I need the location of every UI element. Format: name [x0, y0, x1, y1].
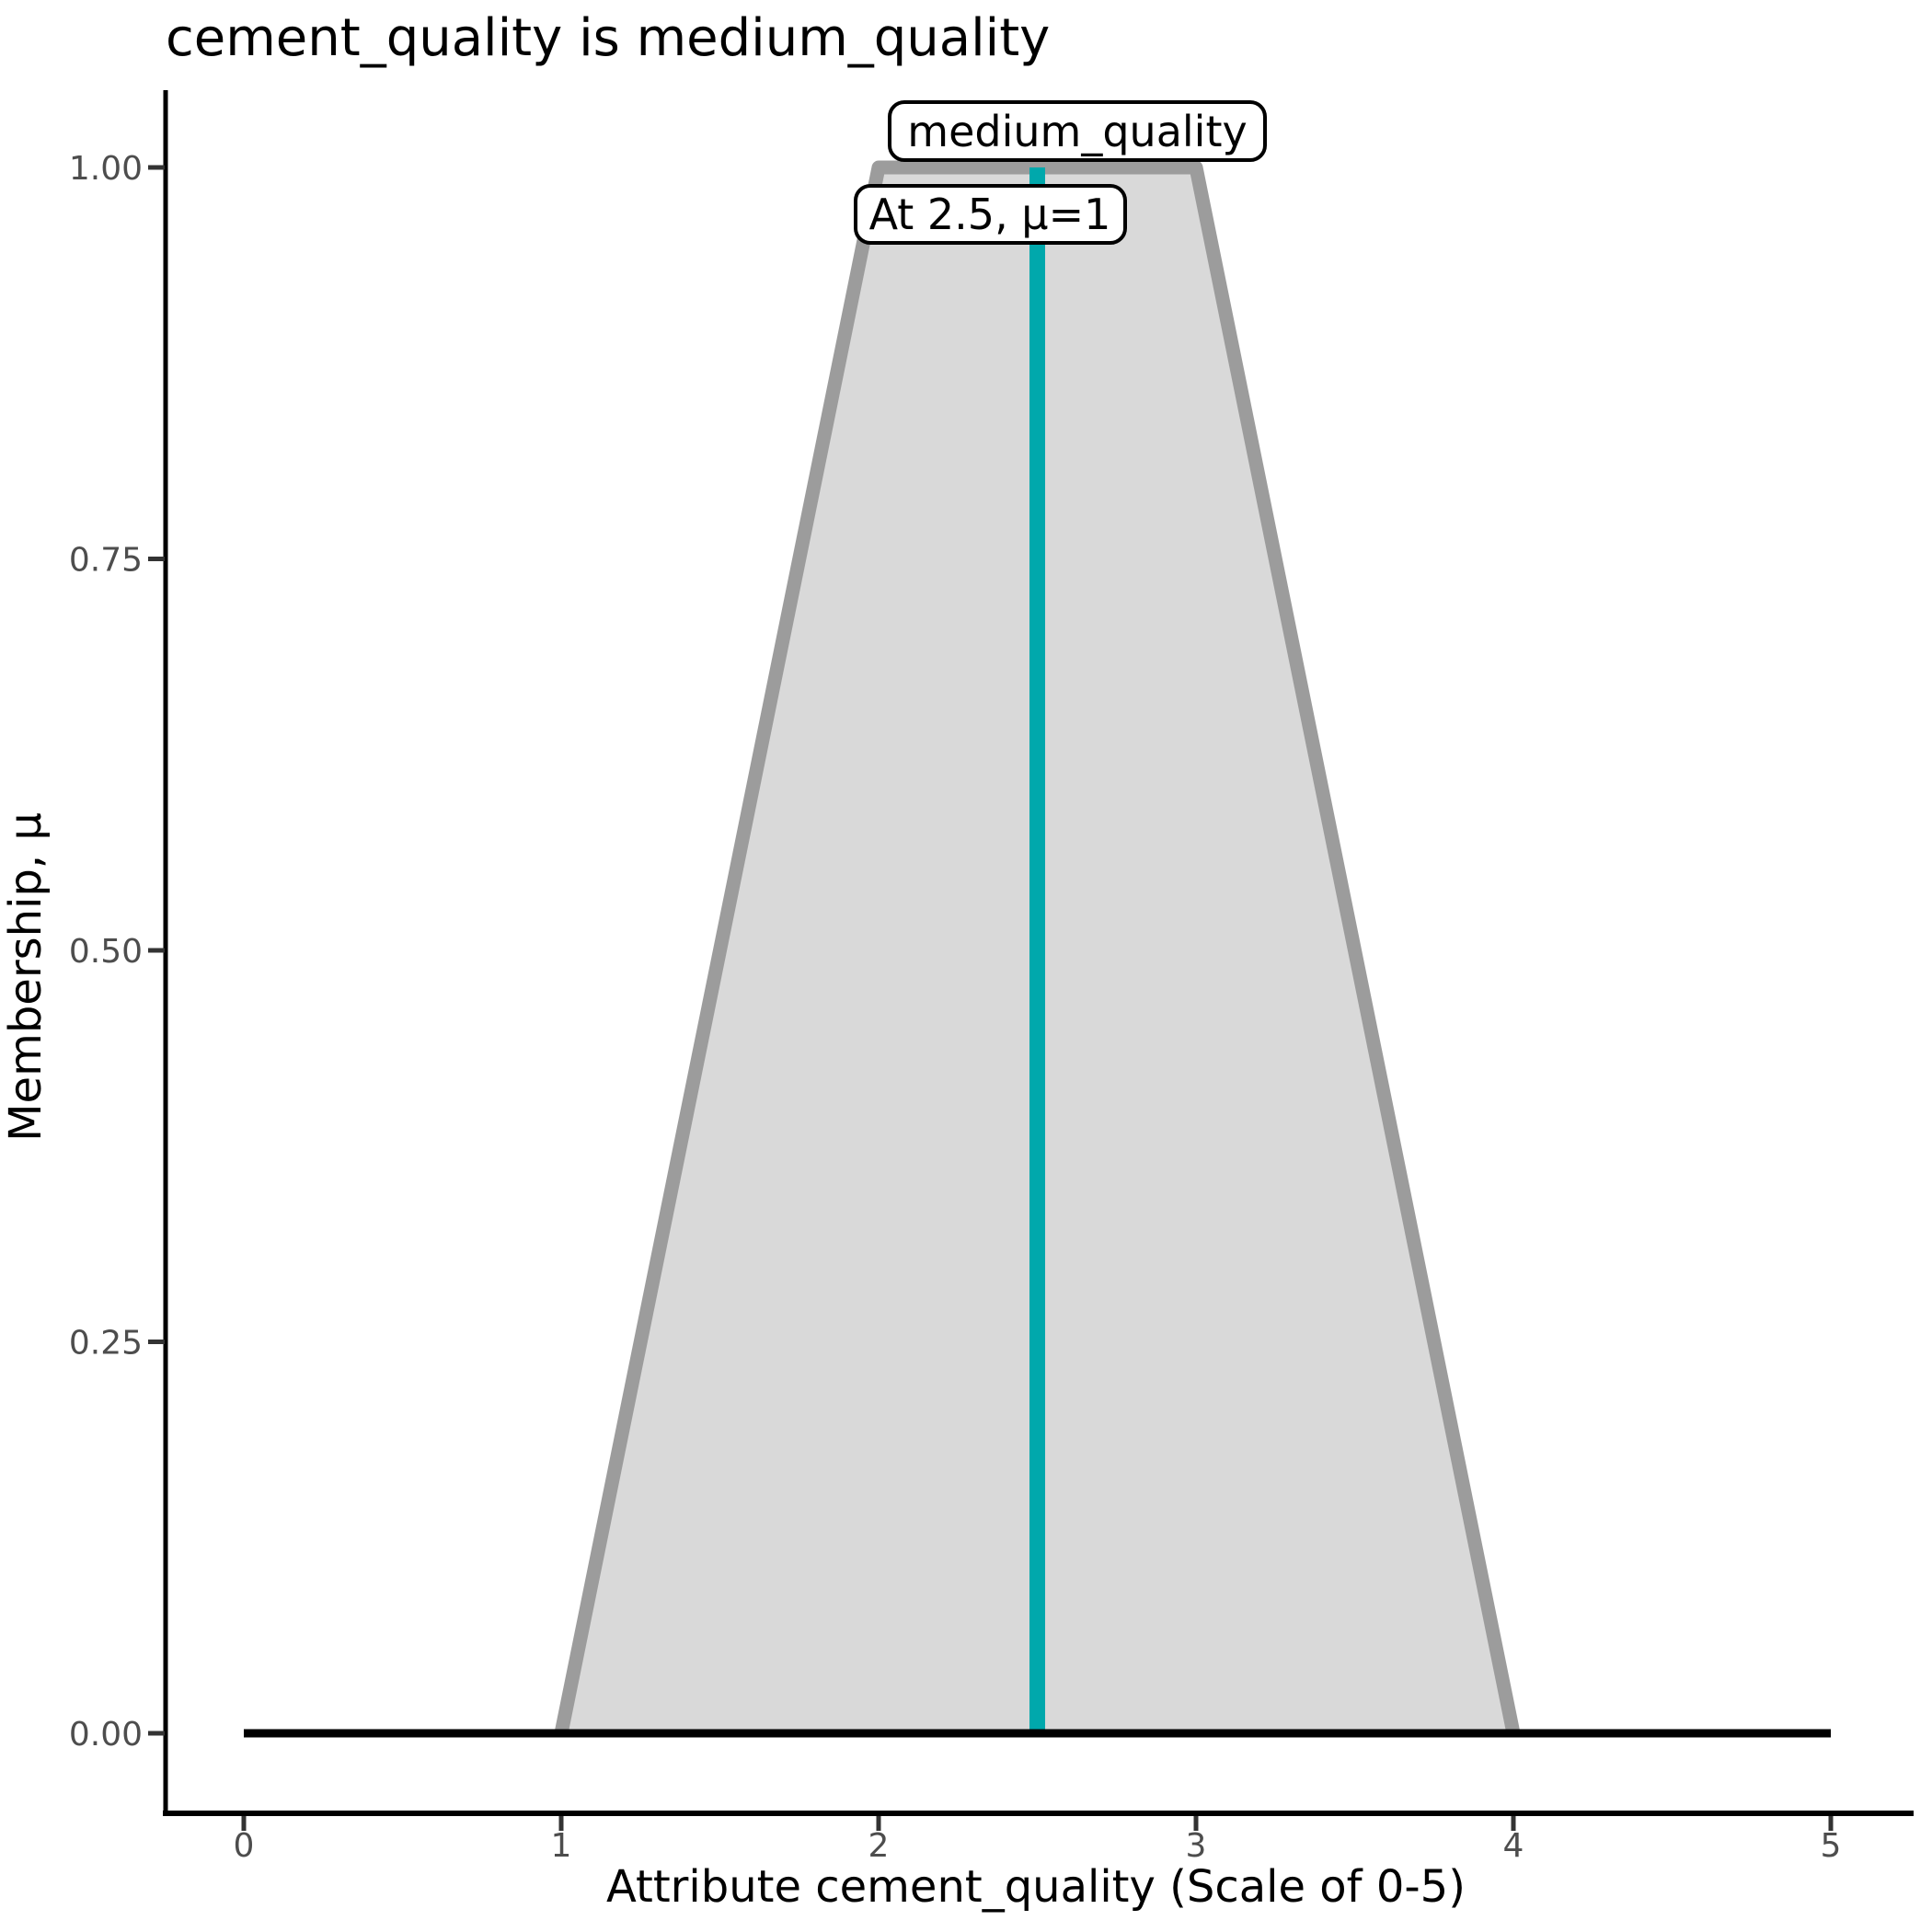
point-label: At 2.5, μ=1 — [854, 184, 1127, 245]
x-tick-label: 2 — [868, 1827, 890, 1865]
y-tick-label: 0.75 — [69, 542, 143, 580]
x-tick-label: 4 — [1503, 1827, 1524, 1865]
point-label-box — [854, 184, 1127, 245]
x-axis-title: Attribute cement_quality (Scale of 0-5) — [606, 1861, 1466, 1913]
set-label-text: medium_quality — [907, 107, 1247, 156]
set-label-box — [888, 100, 1267, 162]
x-tick-label: 5 — [1821, 1827, 1842, 1865]
chart-title: cement_quality is medium_quality — [166, 8, 1050, 68]
y-tick-label: 0.25 — [69, 1325, 143, 1363]
y-tick-label: 0.50 — [69, 933, 143, 971]
axes: 0.00 0.25 0.50 0.75 1.00 0 1 2 3 4 5 — [69, 90, 1914, 1865]
set-label: medium_quality — [888, 100, 1267, 162]
x-tick-label: 0 — [234, 1827, 255, 1865]
x-ticks: 0 1 2 3 4 5 — [234, 1816, 1842, 1865]
y-tick-label: 0.00 — [69, 1716, 143, 1754]
y-tick-label: 1.00 — [69, 150, 143, 188]
x-tick-label: 3 — [1186, 1827, 1207, 1865]
y-ticks: 0.00 0.25 0.50 0.75 1.00 — [69, 150, 165, 1754]
point-label-text: At 2.5, μ=1 — [869, 190, 1111, 239]
x-tick-label: 1 — [551, 1827, 572, 1865]
y-axis-title: Membership, μ — [0, 812, 52, 1142]
